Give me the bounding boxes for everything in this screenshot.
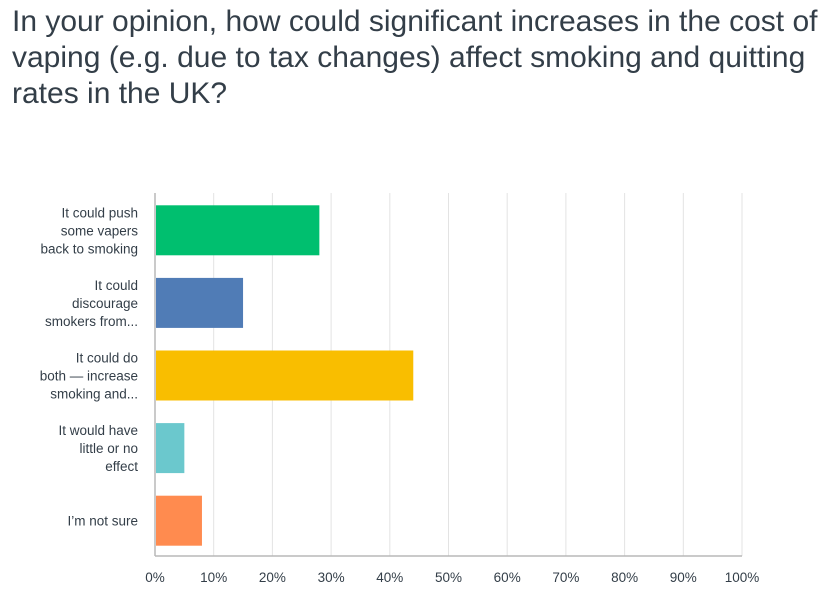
category-label-line: It would have xyxy=(58,423,138,438)
axes xyxy=(154,193,742,557)
tick-labels: 0% 10% 20% 30% 40% 50% 60% 70% 80% 90% 100% xyxy=(145,570,759,585)
bar[interactable] xyxy=(156,423,185,474)
category-label: It could discourage smokers from... xyxy=(45,278,138,329)
x-tick-label: 90% xyxy=(670,570,697,585)
bar[interactable] xyxy=(156,350,414,401)
category-label: I’m not sure xyxy=(67,514,138,529)
category-label-line: effect xyxy=(105,459,138,474)
bar[interactable] xyxy=(156,495,202,546)
chart-title: In your opinion, how could significant i… xyxy=(12,5,818,110)
category-label-line: It could xyxy=(94,278,138,293)
x-tick-label: 70% xyxy=(552,570,579,585)
category-label-line: It could push xyxy=(61,205,138,220)
category-label-line: both — increase xyxy=(40,369,138,384)
category-label: It could do both — increase smoking and... xyxy=(40,351,138,402)
x-tick-label: 80% xyxy=(611,570,638,585)
bars xyxy=(156,205,414,546)
category-label-line: smoking and... xyxy=(50,387,138,402)
category-label-line: back to smoking xyxy=(40,241,138,256)
x-tick-label: 10% xyxy=(200,570,227,585)
category-label-line: I’m not sure xyxy=(67,514,138,529)
category-label-line: little or no xyxy=(79,441,138,456)
x-tick-label: 20% xyxy=(259,570,286,585)
x-tick-label: 40% xyxy=(376,570,403,585)
category-label-line: discourage xyxy=(72,296,138,311)
category-label: It would have little or no effect xyxy=(58,423,138,474)
x-tick-label: 0% xyxy=(145,570,165,585)
category-labels: It could push some vapers back to smokingI… xyxy=(40,205,139,528)
category-label-line: some vapers xyxy=(61,223,139,238)
x-tick-label: 100% xyxy=(725,570,760,585)
bar[interactable] xyxy=(156,205,320,256)
x-tick-label: 50% xyxy=(435,570,462,585)
x-tick-label: 30% xyxy=(318,570,345,585)
category-label: It could push some vapers back to smoking xyxy=(40,205,138,256)
bar[interactable] xyxy=(156,277,244,328)
x-tick-label: 60% xyxy=(494,570,521,585)
category-label-line: smokers from... xyxy=(45,314,138,329)
category-label-line: It could do xyxy=(76,351,138,366)
